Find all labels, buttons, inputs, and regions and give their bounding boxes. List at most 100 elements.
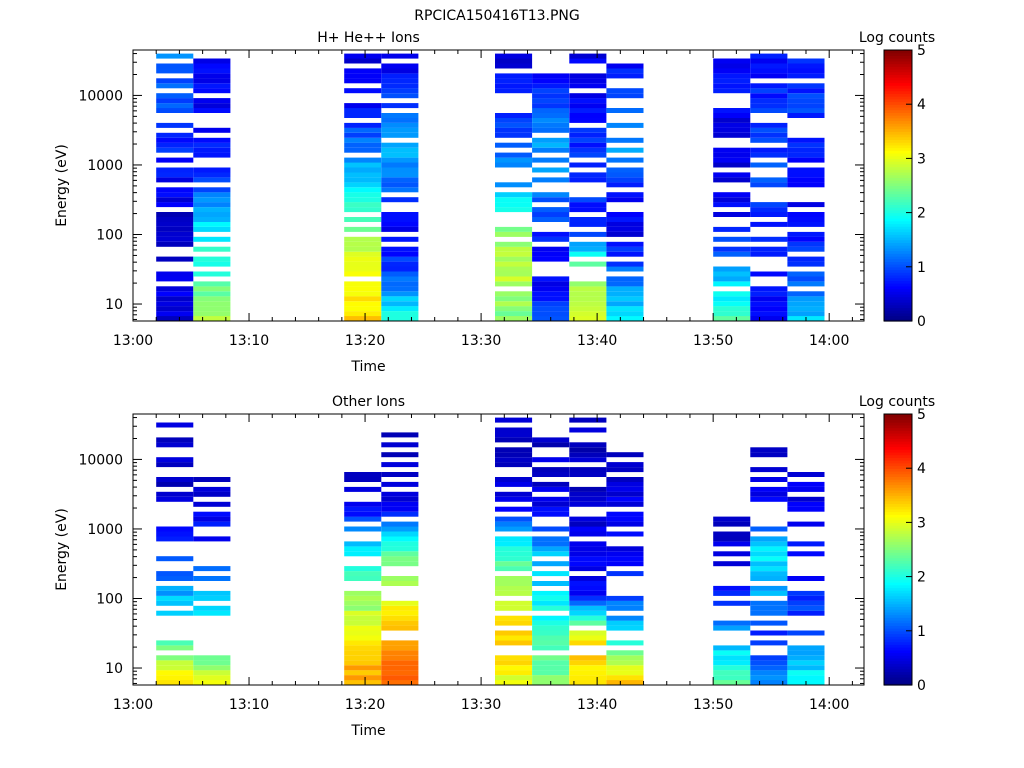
heatmap-column	[381, 53, 419, 321]
heatmap-cell	[344, 600, 382, 606]
heatmap-cell	[569, 117, 607, 123]
heatmap-cell	[750, 221, 788, 227]
colorbar-tick-label: 3	[917, 515, 926, 531]
heatmap-cell	[344, 576, 382, 581]
heatmap-cell	[787, 576, 825, 581]
heatmap-cell	[193, 590, 231, 596]
heatmap-cell	[787, 256, 825, 262]
colorbar-segment	[884, 487, 912, 491]
heatmap-cell	[569, 670, 607, 676]
heatmap-cell	[381, 261, 419, 267]
heatmap-cell	[606, 212, 644, 217]
colorbar-segment	[884, 288, 912, 292]
heatmap-cell	[787, 202, 825, 208]
heatmap-cell	[495, 256, 533, 262]
heatmap-cell	[193, 610, 231, 616]
colorbar-segment	[884, 215, 912, 219]
heatmap-cell	[606, 600, 644, 606]
heatmap-cell	[787, 113, 825, 118]
heatmap-cell	[495, 207, 533, 213]
colorbar-segment	[884, 209, 912, 214]
heatmap-cell	[750, 655, 788, 661]
heatmap-cell	[569, 246, 607, 252]
colorbar-segment	[884, 552, 912, 556]
heatmap-cell	[713, 113, 751, 118]
panel-title: H+ He++ Ions	[317, 30, 420, 46]
heatmap-cell	[495, 660, 533, 666]
heatmap-cell	[713, 108, 751, 113]
heatmap-cell	[193, 103, 231, 109]
colorbar-segment	[884, 96, 912, 100]
heatmap-cell	[381, 286, 419, 292]
heatmap-cell	[606, 157, 644, 163]
colorbar-frame	[883, 413, 913, 686]
colorbar-segment	[884, 657, 912, 662]
heatmap-cell	[606, 296, 644, 302]
colorbar-segment	[884, 101, 912, 105]
heatmap-cell	[713, 670, 751, 676]
heatmap-cell	[787, 481, 825, 487]
heatmap-cell	[381, 212, 419, 217]
heatmap-cell	[344, 172, 382, 178]
heatmap-cell	[344, 306, 382, 312]
colorbar-tick-label: 0	[917, 678, 926, 694]
colorbar-segment	[884, 641, 912, 645]
heatmap-cell	[344, 316, 382, 321]
colorbar-segment	[884, 117, 912, 122]
heatmap-cell	[495, 655, 533, 661]
heatmap-cell	[569, 241, 607, 247]
heatmap-cell	[787, 73, 825, 79]
heatmap-cell	[532, 73, 570, 79]
heatmap-cell	[569, 472, 607, 477]
heatmap-cell	[532, 113, 570, 118]
heatmap-cell	[606, 68, 644, 74]
heatmap-cell	[344, 137, 382, 143]
y-tick-label: 10	[105, 297, 123, 313]
colorbar-segment	[884, 544, 912, 548]
heatmap-cell	[569, 610, 607, 616]
heatmap-cell	[193, 605, 231, 611]
heatmap-cell	[750, 556, 788, 562]
colorbar-segment	[884, 180, 912, 184]
heatmap-cell	[495, 88, 533, 94]
heatmap-cell	[606, 620, 644, 626]
heatmap-cell	[156, 226, 194, 232]
heatmap-cell	[713, 306, 751, 312]
heatmap-cell	[787, 551, 825, 557]
heatmap-column	[344, 472, 382, 685]
heatmap-cell	[713, 271, 751, 277]
x-axis-label: Time	[350, 723, 385, 739]
heatmap-cell	[381, 301, 419, 307]
heatmap-cell	[381, 177, 419, 183]
heatmap-cell	[344, 590, 382, 596]
heatmap-cell	[787, 142, 825, 148]
heatmap-cell	[750, 88, 788, 94]
colorbar-segment	[884, 492, 912, 496]
heatmap-cell	[156, 217, 194, 222]
heatmap-cell	[344, 291, 382, 297]
heatmap-cell	[569, 452, 607, 458]
colorbar-segment	[884, 563, 912, 567]
heatmap-cell	[569, 202, 607, 208]
heatmap-cell	[787, 108, 825, 113]
heatmap-cell	[606, 197, 644, 203]
heatmap-cell	[495, 152, 533, 158]
heatmap-cell	[344, 625, 382, 631]
heatmap-cell	[193, 83, 231, 89]
heatmap-cell	[787, 167, 825, 173]
colorbar-segment	[884, 441, 912, 445]
heatmap-cell	[569, 251, 607, 257]
heatmap-cell	[569, 501, 607, 507]
heatmap-cell	[750, 103, 788, 109]
heatmap-cell	[344, 236, 382, 242]
heatmap-cell	[569, 58, 607, 64]
heatmap-cell	[156, 457, 194, 463]
colorbar-segment	[884, 571, 912, 575]
colorbar-segment	[884, 465, 912, 469]
heatmap-cell	[344, 207, 382, 213]
y-axis-label: Energy (eV)	[54, 144, 70, 227]
heatmap-cell	[713, 296, 751, 302]
heatmap-cell	[713, 645, 751, 651]
colorbar-segment	[884, 668, 912, 673]
